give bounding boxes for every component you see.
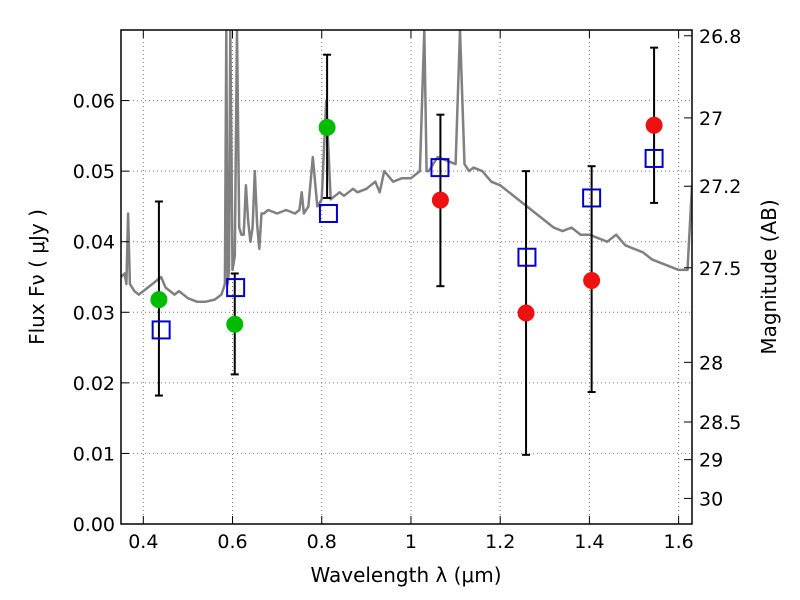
axes: 0.4 0.6 0.8 1 1.2 1.4 1.6 0.00 0.01 0.02 0.03 0.04 0… [73,26,742,553]
x-tick-label: 1.4 [574,531,604,553]
x-tick-label: 1 [405,531,417,553]
x-tick-label: 0.6 [217,531,247,553]
mag-tick-label: 27.5 [699,258,741,280]
mag-tick-label: 29 [699,450,723,472]
red-point [645,116,663,134]
mag-tick-label: 26.8 [699,26,741,48]
y-tick-label: 0.03 [73,302,115,324]
plot-area [121,30,692,456]
y-axis-label: Flux Fν ( μJy ) [25,209,49,345]
x-tick-label: 0.4 [128,531,158,553]
model-square [318,203,338,223]
y-tick-label: 0.06 [73,91,115,113]
detection-point [226,315,244,333]
red-point [583,272,601,290]
y-tick-label: 0.02 [73,373,115,395]
model-square [582,188,602,208]
detection-point [150,291,168,309]
x-axis-label: Wavelength λ (μm) [310,563,501,587]
x-tick-label: 1.6 [664,531,694,553]
plot-frame [120,29,693,525]
model-square [151,320,171,340]
red-point [431,191,449,209]
mag-tick-label: 30 [699,488,723,510]
model-square [517,247,537,267]
spectrum-line [121,30,692,303]
mag-tick-label: 27 [699,108,723,130]
y-tick-label: 0.01 [73,443,115,465]
red-point [517,304,535,322]
grid-lines [121,30,692,525]
y-tick-label: 0.04 [73,232,115,254]
model-square [430,158,450,178]
model-square [644,148,664,168]
mag-tick-label: 27.2 [699,176,741,198]
mag-tick-label: 28 [699,352,723,374]
x-tick-label: 0.8 [307,531,337,553]
x-tick-label: 1.2 [485,531,515,553]
detection-point [318,118,336,136]
y-tick-label: 0.05 [73,161,115,183]
mag-tick-label: 28.5 [699,412,741,434]
y-tick-label: 0.00 [73,514,115,536]
model-square [226,278,246,298]
right-axis-label: Magnitude (AB) [757,199,781,354]
